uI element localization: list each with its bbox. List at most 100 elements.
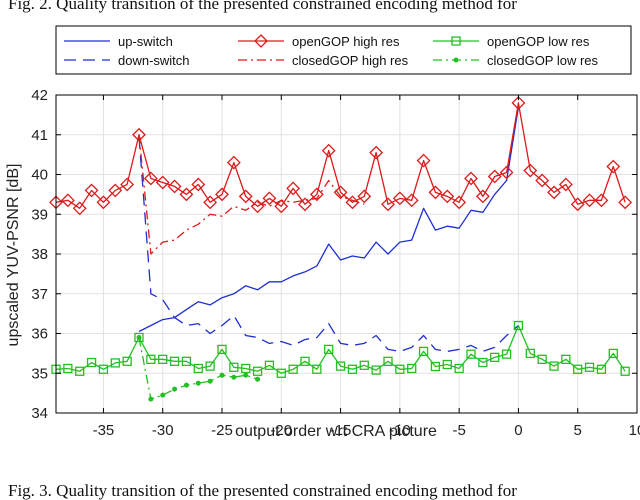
data-point-opengop-low-res <box>134 332 144 343</box>
y-axis-title: upscaled YUV-PSNR [dB] <box>5 164 22 347</box>
series-layer <box>49 96 633 402</box>
data-point-closedgop-low-res <box>219 372 225 378</box>
data-point-opengop-high-res <box>274 199 289 214</box>
data-point-opengop-low-res <box>513 320 524 331</box>
legend-entries: up-switch down-switch openGOP high res clos… <box>64 34 599 68</box>
legend-entry-closedgop-high-res: closedGOP high res <box>238 53 409 68</box>
data-point-closedgop-low-res <box>183 382 189 388</box>
data-point-opengop-low-res <box>347 364 358 374</box>
plot-area: -35 -30 -25 -20 -15 -10 -5 0 5 10 34 35 36 37 38 39 40 41… <box>31 87 640 439</box>
data-point-opengop-low-res <box>122 356 132 366</box>
legend-entry-up-switch: up-switch <box>64 34 173 49</box>
data-point-opengop-high-res <box>558 177 573 192</box>
data-point-opengop-high-res <box>345 195 360 210</box>
y-tick-label: 42 <box>31 87 48 104</box>
data-point-opengop-low-res <box>584 362 595 372</box>
data-point-opengop-low-res <box>75 366 85 376</box>
data-point-opengop-high-res <box>84 183 99 198</box>
data-point-closedgop-low-res <box>207 378 213 384</box>
data-point-opengop-low-res <box>525 348 535 359</box>
data-point-opengop-low-res <box>430 361 441 372</box>
data-point-opengop-high-res <box>167 179 182 194</box>
x-tick-label: -35 <box>93 422 115 439</box>
data-point-opengop-high-res <box>440 189 455 204</box>
data-point-opengop-low-res <box>371 365 381 375</box>
data-point-opengop-high-res <box>298 197 312 212</box>
data-point-opengop-low-res <box>252 366 263 376</box>
data-point-opengop-low-res <box>442 359 452 370</box>
data-point-closedgop-low-res <box>243 372 249 378</box>
data-point-opengop-low-res <box>335 361 346 371</box>
data-point-opengop-low-res <box>300 356 310 366</box>
data-point-opengop-high-res <box>60 193 75 208</box>
x-axis-title: output order wrt CRA picture <box>235 423 437 440</box>
data-point-opengop-low-res <box>573 364 583 374</box>
data-point-opengop-high-res <box>215 187 229 202</box>
legend-entry-opengop-low-res: openGOP low res <box>433 34 590 49</box>
data-point-opengop-low-res <box>241 363 251 374</box>
data-point-opengop-high-res <box>428 185 443 200</box>
series-line-closedgop-high-res <box>138 134 365 255</box>
data-point-opengop-high-res <box>499 165 514 180</box>
x-tick-label: 0 <box>514 422 522 439</box>
x-tick-label: -30 <box>152 422 174 439</box>
legend-marker <box>451 36 461 46</box>
data-point-opengop-high-res <box>203 195 218 210</box>
data-point-opengop-high-res <box>464 171 478 186</box>
data-point-opengop-high-res <box>570 197 585 212</box>
series-closedgop-high-res <box>138 134 365 255</box>
data-point-opengop-low-res <box>549 361 559 371</box>
data-point-closedgop-low-res <box>172 386 178 392</box>
data-point-closedgop-low-res <box>255 376 261 382</box>
data-point-opengop-high-res <box>321 143 336 158</box>
data-point-opengop-low-res <box>193 363 203 374</box>
data-point-opengop-low-res <box>217 344 227 355</box>
data-point-opengop-high-res <box>381 197 395 212</box>
x-tick-label: 10 <box>629 422 640 439</box>
data-point-opengop-high-res <box>108 183 123 198</box>
y-tick-label: 38 <box>31 246 48 263</box>
data-point-opengop-high-res <box>286 181 301 196</box>
data-point-opengop-high-res <box>179 187 194 202</box>
data-point-opengop-low-res <box>561 354 571 364</box>
data-point-opengop-high-res <box>487 169 502 184</box>
series-line-up-switch <box>138 106 520 333</box>
data-point-opengop-high-res <box>392 191 407 206</box>
data-point-opengop-high-res <box>262 191 277 206</box>
legend-label: up-switch <box>118 34 173 49</box>
data-point-opengop-low-res <box>98 364 109 374</box>
y-tick-label: 39 <box>31 206 48 223</box>
y-tick-label: 37 <box>31 286 48 303</box>
data-point-opengop-low-res <box>312 364 322 374</box>
y-tick-label: 40 <box>31 167 48 184</box>
y-tick-label: 34 <box>31 405 48 422</box>
data-point-opengop-high-res <box>357 189 372 204</box>
data-point-opengop-high-res <box>155 175 170 190</box>
data-point-opengop-high-res <box>511 96 526 110</box>
data-point-opengop-low-res <box>324 344 334 355</box>
data-point-opengop-low-res <box>418 346 429 357</box>
data-point-opengop-high-res <box>309 187 324 202</box>
data-point-opengop-low-res <box>264 360 275 370</box>
y-tick-label: 41 <box>31 127 48 144</box>
data-point-opengop-high-res <box>72 201 87 216</box>
data-point-closedgop-low-res <box>195 380 201 386</box>
data-point-opengop-low-res <box>383 356 393 366</box>
series-line-opengop-high-res <box>55 102 626 209</box>
legend-label: closedGOP low res <box>487 53 599 68</box>
data-point-opengop-high-res <box>226 155 241 170</box>
y-tick-label: 36 <box>31 326 48 343</box>
data-point-opengop-high-res <box>369 145 384 160</box>
data-point-opengop-low-res <box>110 358 120 368</box>
series-line-down-switch <box>138 136 519 353</box>
data-point-opengop-high-res <box>606 159 621 174</box>
legend-marker <box>453 57 459 63</box>
caption-top: Fig. 2. Quality transition of the presen… <box>8 0 517 13</box>
legend-label: openGOP high res <box>292 34 400 49</box>
legend-entry-closedgop-low-res: closedGOP low res <box>433 53 599 68</box>
data-point-opengop-high-res <box>475 189 490 204</box>
data-point-opengop-low-res <box>229 362 239 372</box>
data-point-closedgop-low-res <box>231 374 237 380</box>
series-closedgop-low-res <box>136 334 261 402</box>
data-point-opengop-high-res <box>416 153 431 168</box>
